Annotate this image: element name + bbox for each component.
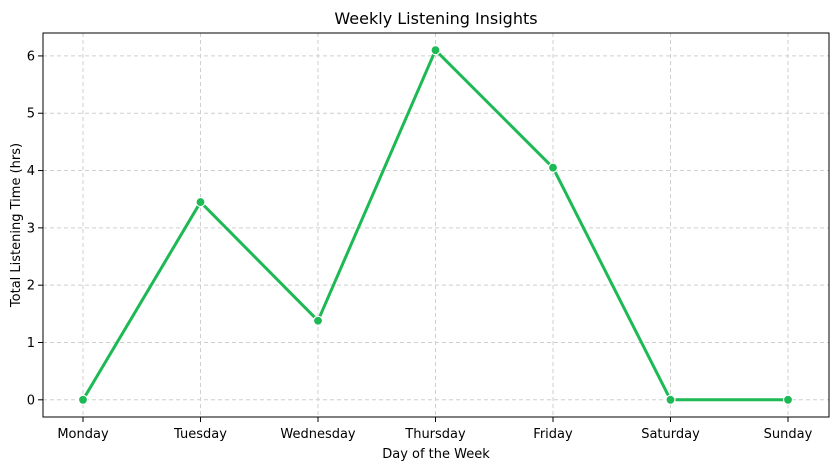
y-tick-label: 3 [27,221,35,236]
data-series [77,45,794,405]
x-tick-label: Saturday [641,427,700,442]
y-tick-label: 0 [27,393,35,408]
y-tick-label: 1 [27,336,35,351]
data-point [312,315,324,326]
data-point [430,45,441,56]
y-tick-label: 2 [27,279,35,294]
x-tick-label: Wednesday [280,427,356,442]
y-tick-label: 4 [27,164,35,179]
x-tick-label: Thursday [404,427,466,442]
data-point [77,394,89,405]
data-point [547,162,559,173]
data-point [665,394,676,405]
x-tick-label: Sunday [764,427,813,442]
x-axis-label: Day of the Week [382,447,490,462]
data-point [195,196,206,208]
x-tick-label: Friday [533,427,573,442]
data-point [782,394,794,405]
x-tick-label: Monday [57,427,109,442]
chart-title: Weekly Listening Insights [334,9,537,28]
y-axis-ticks: 0 1 2 3 4 5 6 [27,49,43,408]
grid [43,33,829,417]
x-axis-ticks: Monday Tuesday Wednesday Thursday Friday Satu… [57,417,813,442]
y-tick-label: 6 [27,49,35,64]
y-axis-label: Total Listening Time (hrs) [9,143,24,308]
y-tick-label: 5 [27,107,35,122]
x-tick-label: Tuesday [173,427,227,442]
